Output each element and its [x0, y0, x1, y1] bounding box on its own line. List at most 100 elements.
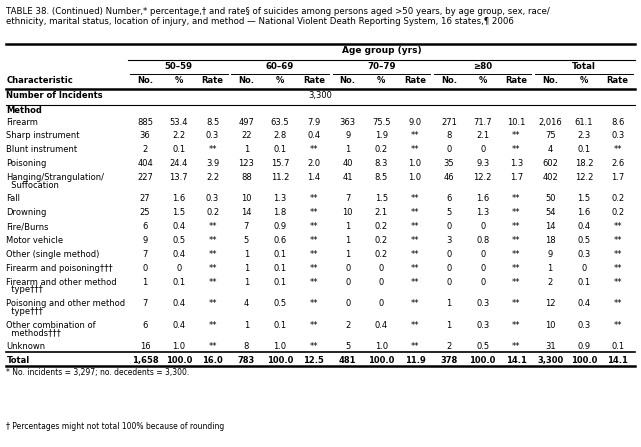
Text: 1: 1: [244, 250, 249, 259]
Text: Rate: Rate: [303, 76, 325, 85]
Text: 1,658: 1,658: [132, 356, 158, 365]
Text: 0.1: 0.1: [172, 145, 185, 154]
Text: Sharp instrument: Sharp instrument: [6, 131, 80, 140]
Text: 227: 227: [137, 173, 153, 182]
Text: **: **: [411, 194, 419, 203]
Text: 22: 22: [241, 131, 252, 140]
Text: 1.8: 1.8: [274, 208, 287, 217]
Text: 8: 8: [446, 131, 452, 140]
Text: 0.4: 0.4: [172, 320, 185, 329]
Text: 0.9: 0.9: [578, 342, 590, 351]
Text: 0: 0: [480, 264, 485, 273]
Text: **: **: [512, 250, 520, 259]
Text: %: %: [579, 76, 588, 85]
Text: Rate: Rate: [506, 76, 528, 85]
Text: 602: 602: [542, 159, 558, 168]
Text: 63.5: 63.5: [271, 118, 290, 127]
Text: **: **: [310, 236, 318, 245]
Text: Firearm and poisoning†††: Firearm and poisoning†††: [6, 264, 113, 273]
Text: 0.4: 0.4: [307, 131, 320, 140]
Text: 7: 7: [244, 222, 249, 231]
Text: 885: 885: [137, 118, 153, 127]
Text: 11.2: 11.2: [271, 173, 289, 182]
Text: 1: 1: [446, 299, 451, 308]
Text: 1: 1: [244, 320, 249, 329]
Text: **: **: [512, 299, 520, 308]
Text: **: **: [208, 264, 217, 273]
Text: **: **: [613, 278, 622, 287]
Text: **: **: [411, 264, 419, 273]
Text: 35: 35: [444, 159, 454, 168]
Text: 27: 27: [140, 194, 151, 203]
Text: **: **: [613, 250, 622, 259]
Text: No.: No.: [340, 76, 356, 85]
Text: 50: 50: [545, 194, 556, 203]
Text: 3.9: 3.9: [206, 159, 219, 168]
Text: 378: 378: [440, 356, 458, 365]
Text: 1: 1: [345, 145, 350, 154]
Text: 1.4: 1.4: [307, 173, 320, 182]
Text: Rate: Rate: [607, 76, 629, 85]
Text: † Percentages might not total 100% because of rounding: † Percentages might not total 100% becau…: [6, 422, 224, 431]
Text: 16.0: 16.0: [202, 356, 223, 365]
Text: 2: 2: [142, 145, 147, 154]
Text: **: **: [512, 278, 520, 287]
Text: Method: Method: [6, 106, 42, 115]
Text: **: **: [310, 299, 318, 308]
Text: **: **: [310, 278, 318, 287]
Text: 2: 2: [446, 342, 451, 351]
Text: **: **: [310, 250, 318, 259]
Text: 0.2: 0.2: [206, 208, 219, 217]
Text: **: **: [512, 342, 520, 351]
Text: 0.2: 0.2: [375, 145, 388, 154]
Text: 363: 363: [340, 118, 356, 127]
Text: No.: No.: [441, 76, 457, 85]
Text: 0: 0: [142, 264, 147, 273]
Text: 0.1: 0.1: [274, 264, 287, 273]
Text: 2.3: 2.3: [578, 131, 590, 140]
Text: **: **: [411, 131, 419, 140]
Text: 0.5: 0.5: [578, 236, 590, 245]
Text: 1.3: 1.3: [274, 194, 287, 203]
Text: %: %: [174, 76, 183, 85]
Text: 1.0: 1.0: [375, 342, 388, 351]
Text: 0.3: 0.3: [476, 299, 489, 308]
Text: **: **: [512, 145, 520, 154]
Text: 1.3: 1.3: [510, 159, 523, 168]
Text: 1: 1: [446, 320, 451, 329]
Text: 6: 6: [142, 222, 148, 231]
Text: **: **: [613, 222, 622, 231]
Text: 1: 1: [345, 236, 350, 245]
Text: No.: No.: [137, 76, 153, 85]
Text: 4: 4: [244, 299, 249, 308]
Text: Rate: Rate: [202, 76, 224, 85]
Text: Age group (yrs): Age group (yrs): [342, 46, 421, 55]
Text: type†††: type†††: [6, 307, 44, 316]
Text: 1.3: 1.3: [476, 208, 489, 217]
Text: 0.5: 0.5: [476, 342, 489, 351]
Text: 18.2: 18.2: [575, 159, 593, 168]
Text: **: **: [411, 236, 419, 245]
Text: 0.4: 0.4: [578, 299, 590, 308]
Text: 8.5: 8.5: [375, 173, 388, 182]
Text: 7: 7: [142, 299, 148, 308]
Text: **: **: [411, 342, 419, 351]
Text: 100.0: 100.0: [570, 356, 597, 365]
Text: 1: 1: [345, 222, 350, 231]
Text: 0.1: 0.1: [274, 145, 287, 154]
Text: 2.8: 2.8: [274, 131, 287, 140]
Text: 0.2: 0.2: [611, 194, 624, 203]
Text: 5: 5: [244, 236, 249, 245]
Text: Fire/Burns: Fire/Burns: [6, 222, 49, 231]
Text: **: **: [208, 145, 217, 154]
Text: 40: 40: [342, 159, 353, 168]
Text: Other combination of: Other combination of: [6, 320, 96, 329]
Text: 10.1: 10.1: [507, 118, 526, 127]
Text: 0: 0: [480, 278, 485, 287]
Text: 25: 25: [140, 208, 151, 217]
Text: 1: 1: [244, 145, 249, 154]
Text: **: **: [411, 250, 419, 259]
Text: 0: 0: [379, 264, 384, 273]
Text: 0.9: 0.9: [274, 222, 287, 231]
Text: 1: 1: [244, 278, 249, 287]
